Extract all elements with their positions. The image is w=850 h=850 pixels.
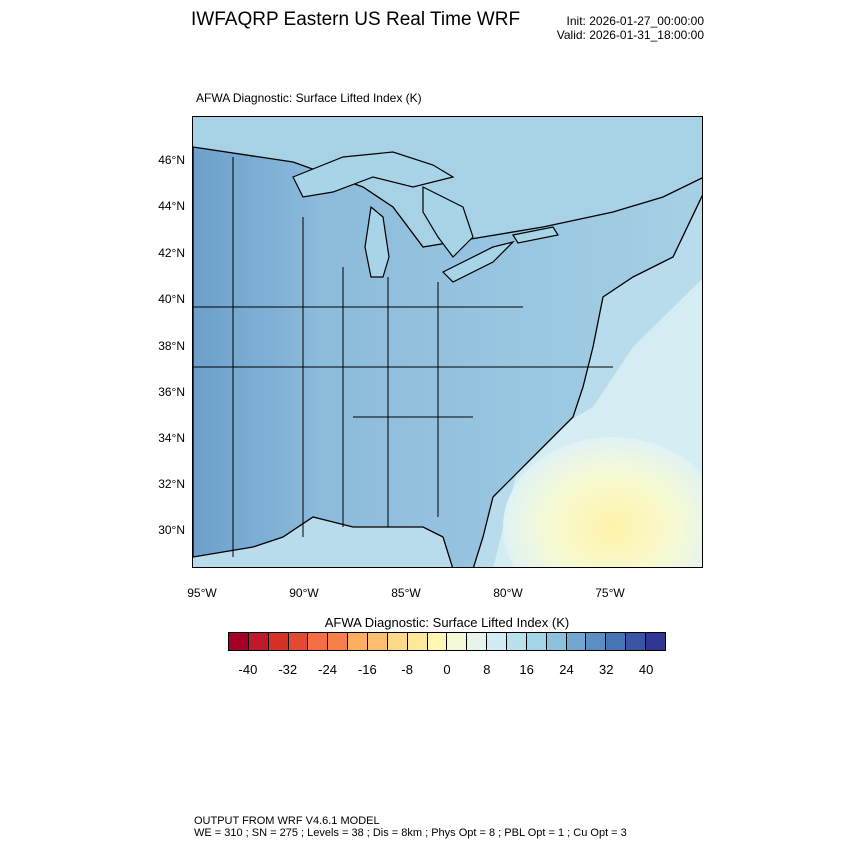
colorbar-swatch	[626, 633, 647, 650]
model-config: WE = 310 ; SN = 275 ; Levels = 38 ; Dis …	[194, 827, 627, 839]
lat-label: 40°N	[158, 292, 185, 306]
state-borders	[193, 157, 613, 557]
map-panel	[192, 116, 703, 568]
lat-label: 32°N	[158, 477, 185, 491]
colorbar-swatch	[526, 633, 547, 650]
colorbar-swatch	[407, 633, 428, 650]
colorbar-label: -16	[357, 662, 377, 677]
run-times: Init: 2026-01-27_00:00:00 Valid: 2026-01…	[557, 14, 704, 42]
colorbar-label: 0	[443, 662, 451, 677]
map-svg	[193, 117, 702, 567]
lake-ontario	[512, 226, 559, 244]
colorbar-swatch	[308, 633, 329, 650]
lake-michigan	[364, 205, 390, 278]
lon-label: 75°W	[595, 586, 625, 600]
colorbar-swatch	[606, 633, 627, 650]
valid-time: Valid: 2026-01-31_18:00:00	[556, 28, 704, 42]
lat-label: 44°N	[158, 199, 185, 213]
warm-sector	[503, 437, 702, 567]
lat-label: 42°N	[158, 246, 185, 260]
lat-label: 46°N	[158, 153, 185, 167]
colorbar-title: AFWA Diagnostic: Surface Lifted Index (K…	[324, 615, 570, 630]
colorbar-label: 16	[519, 662, 534, 677]
lon-label: 80°W	[493, 586, 523, 600]
colorbar-swatch	[447, 633, 468, 650]
colorbar-label: -32	[278, 662, 298, 677]
colorbar-swatch	[268, 633, 289, 650]
colorbar-swatch	[348, 633, 369, 650]
colorbar-label: 24	[559, 662, 574, 677]
colorbar-swatch	[467, 633, 488, 650]
colorbar-swatch	[387, 633, 408, 650]
colorbar	[228, 632, 666, 651]
colorbar-label: -40	[238, 662, 258, 677]
colorbar-swatch	[507, 633, 527, 650]
colorbar-swatch	[487, 633, 508, 650]
lat-label: 38°N	[158, 339, 185, 353]
colorbar-swatch	[586, 633, 607, 650]
us-land	[193, 146, 702, 567]
colorbar-label: 40	[638, 662, 654, 677]
lat-label: 30°N	[158, 523, 185, 537]
colorbar-label: -8	[401, 662, 413, 677]
colorbar-swatch	[566, 633, 587, 650]
lon-label: 95°W	[187, 586, 217, 600]
lat-label: 36°N	[158, 385, 185, 399]
colorbar-swatch	[248, 633, 269, 650]
colorbar-swatch	[427, 633, 448, 650]
init-time: Init: 2026-01-27_00:00:00	[566, 14, 704, 28]
model-info: OUTPUT FROM WRF V4.6.1 MODEL	[194, 815, 380, 827]
field-subtitle: AFWA Diagnostic: Surface Lifted Index (K…	[196, 91, 422, 105]
colorbar-swatch	[368, 633, 388, 650]
lat-label: 34°N	[158, 431, 185, 445]
colorbar-label: -24	[318, 662, 337, 677]
lake-erie	[441, 240, 515, 283]
lake-superior	[292, 151, 455, 198]
colorbar-label: 8	[483, 662, 491, 677]
colorbar-label: 32	[599, 662, 614, 677]
colorbar-swatch	[646, 633, 665, 650]
lake-huron	[422, 186, 474, 258]
colorbar-swatch	[288, 633, 309, 650]
lon-label: 85°W	[391, 586, 421, 600]
plot-title: IWFAQRP Eastern US Real Time WRF	[191, 9, 521, 30]
colorbar-swatch	[328, 633, 349, 650]
colorbar-swatch	[546, 633, 567, 650]
colorbar-swatch	[229, 633, 249, 650]
lon-label: 90°W	[289, 586, 319, 600]
